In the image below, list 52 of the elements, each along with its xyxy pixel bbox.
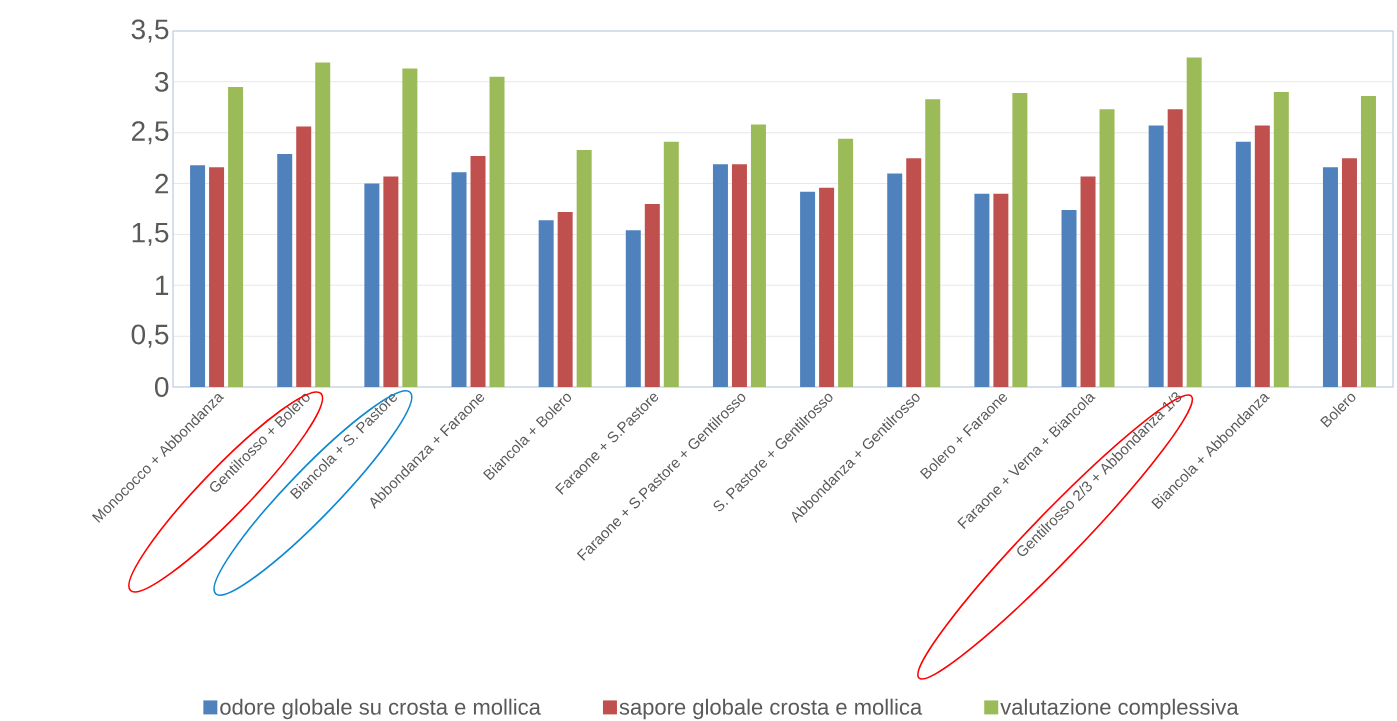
- bar: [1341, 158, 1357, 387]
- bar: [277, 154, 293, 387]
- bar: [925, 99, 941, 387]
- y-tick-label: 2: [155, 173, 169, 194]
- bar: [402, 68, 418, 387]
- bar: [470, 156, 486, 387]
- y-tick-label: 2,5: [131, 121, 169, 145]
- bar: [1254, 125, 1270, 387]
- bar: [228, 86, 244, 387]
- bar: [625, 230, 641, 387]
- bar: [819, 187, 835, 387]
- bar: [1148, 125, 1164, 387]
- bar: [906, 158, 922, 387]
- bar: [557, 212, 573, 387]
- y-tick-label: 3: [154, 71, 169, 92]
- bar: [993, 193, 1009, 387]
- bar: [663, 141, 679, 387]
- y-tick-label: 1: [156, 275, 169, 295]
- bar: [731, 164, 747, 387]
- bar: [644, 203, 660, 387]
- bar: [538, 220, 554, 387]
- bar: [489, 76, 505, 387]
- bar: [315, 62, 331, 387]
- bar: [1235, 141, 1251, 387]
- bar: [838, 138, 854, 387]
- bar: [974, 193, 990, 387]
- legend-label: valutazione complessiva: [1000, 698, 1239, 720]
- bar: [1360, 96, 1376, 387]
- bar: [750, 124, 766, 387]
- legend-label: sapore globale crosta e mollica: [619, 698, 923, 720]
- bar: [1080, 176, 1096, 387]
- bar: [576, 150, 592, 387]
- bar: [364, 183, 380, 387]
- bar: [1167, 109, 1183, 387]
- bar: [1099, 109, 1115, 387]
- bar: [190, 165, 206, 387]
- y-tick-label: 3,5: [131, 19, 169, 43]
- bar: [383, 176, 399, 387]
- bar: [1061, 210, 1077, 387]
- bar: [1322, 167, 1338, 387]
- bar: [1273, 92, 1289, 387]
- bar: [1186, 57, 1202, 387]
- bar: [209, 167, 225, 387]
- y-tick-label: 0,5: [131, 324, 169, 348]
- y-tick-label: 1,5: [132, 223, 169, 246]
- bar: [296, 126, 312, 387]
- bar: [1012, 93, 1028, 387]
- bar: [712, 164, 728, 387]
- bar: [451, 172, 467, 387]
- bar: [887, 173, 903, 387]
- bar: [800, 191, 816, 387]
- legend-label: odore globale su crosta e mollica: [220, 698, 541, 720]
